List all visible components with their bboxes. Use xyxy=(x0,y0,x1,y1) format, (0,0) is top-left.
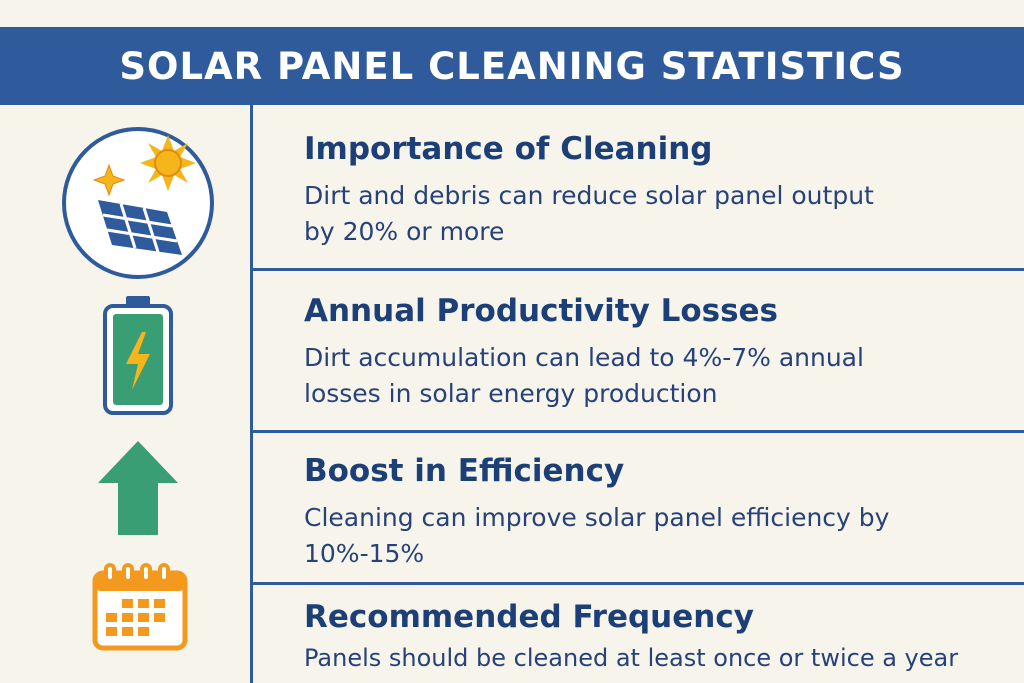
section-title: Importance of Cleaning xyxy=(304,131,713,167)
solar-panel-icon xyxy=(62,127,214,279)
section-body: Dirt and debris can reduce solar panel o… xyxy=(304,181,874,247)
arrow-up-icon xyxy=(98,441,178,535)
section-title: Annual Productivity Losses xyxy=(304,293,779,329)
section-recommended-frequency: Recommended Frequency Panels should be c… xyxy=(304,599,1004,676)
section-body: Dirt accumulation can lead to 4%-7% annu… xyxy=(304,343,864,409)
section-body: Panels should be cleaned at least once o… xyxy=(304,644,959,673)
vertical-divider xyxy=(250,105,253,683)
battery-charging-icon xyxy=(103,296,173,415)
header-bar: SOLAR PANEL CLEANING STATISTICS xyxy=(0,27,1024,105)
section-importance-of-cleaning: Importance of Cleaning Dirt and debris c… xyxy=(304,131,1004,250)
section-annual-productivity-losses: Annual Productivity Losses Dirt accumula… xyxy=(304,293,1004,412)
section-title: Boost in Efficiency xyxy=(304,453,625,489)
row-divider xyxy=(250,268,1024,271)
section-boost-in-efficiency: Boost in Efficiency Cleaning can improve… xyxy=(304,453,1004,572)
section-title: Recommended Frequency xyxy=(304,599,754,635)
page-title: SOLAR PANEL CLEANING STATISTICS xyxy=(119,44,905,88)
calendar-icon xyxy=(92,563,188,651)
row-divider xyxy=(250,582,1024,585)
row-divider xyxy=(250,430,1024,433)
section-body: Cleaning can improve solar panel efficie… xyxy=(304,503,890,569)
